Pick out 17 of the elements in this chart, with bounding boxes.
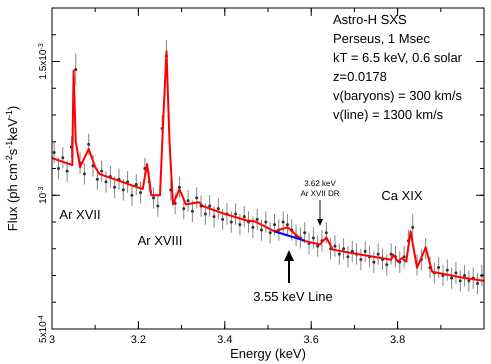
annotation: v(baryons) = 300 km/s [333,88,462,103]
x-tick-label: 3 [48,334,56,346]
annotation: z=0.0178 [333,69,387,84]
annotation: kT = 6.5 keV, 0.6 solar [333,50,463,65]
annotation: Astro-H SXS [333,12,408,27]
x-tick-label: 3.8 [390,334,406,346]
annotation: Ar XVIII [138,233,182,248]
x-tick-label: 3.4 [217,334,232,346]
annotation: Ar XVII [59,207,101,222]
x-tick-label: 3.2 [130,334,146,346]
annotation: v(line) = 1300 km/s [333,107,444,122]
x-tick-label: 3.6 [304,334,319,346]
annotation: 3.62 keV Ar XVII DR [300,179,340,198]
annotation: Ca XIX [381,188,423,203]
annotation: Perseus, 1 Msec [333,31,430,46]
annotation: 3.55 keV Line [253,289,333,304]
x-axis-title: Energy (keV) [230,346,306,361]
